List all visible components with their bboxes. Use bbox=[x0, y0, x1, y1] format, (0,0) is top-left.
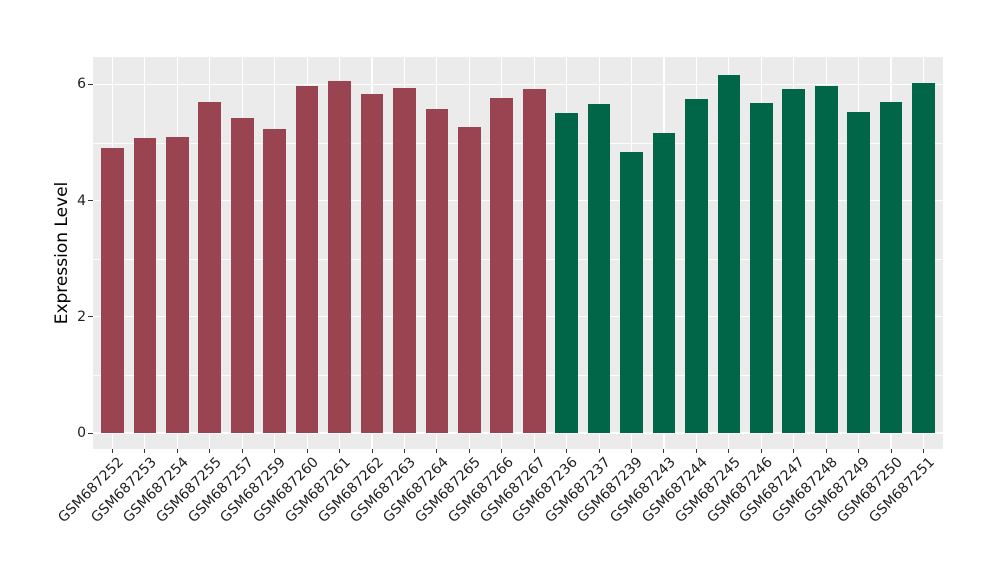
y-tick-label-0: 0 bbox=[77, 425, 86, 441]
bar-GSM687257 bbox=[230, 118, 254, 433]
y-tick-mark-0 bbox=[88, 432, 93, 434]
y-tick-label-4: 4 bbox=[77, 192, 86, 209]
bar-GSM687236 bbox=[555, 113, 578, 433]
gridline-major-y6 bbox=[93, 83, 943, 86]
gridline-minor-y5 bbox=[93, 142, 943, 144]
bar-GSM687251 bbox=[912, 83, 935, 433]
bar-GSM687255 bbox=[198, 102, 222, 433]
x-tick-mark-GSM687250 bbox=[890, 449, 892, 453]
x-tick-mark-GSM687239 bbox=[631, 449, 633, 453]
bar-GSM687237 bbox=[587, 103, 611, 433]
y-tick-label-2: 2 bbox=[77, 308, 86, 325]
x-tick-mark-GSM687243 bbox=[663, 449, 665, 453]
bar-GSM687266 bbox=[490, 98, 514, 433]
x-tick-mark-GSM687246 bbox=[760, 449, 762, 453]
x-tick-mark-GSM687249 bbox=[858, 449, 860, 453]
x-tick-mark-GSM687260 bbox=[306, 449, 308, 453]
bar-GSM687243 bbox=[652, 133, 676, 433]
x-tick-mark-GSM687237 bbox=[598, 449, 600, 453]
bar-GSM687259 bbox=[263, 129, 287, 433]
x-tick-mark-GSM687244 bbox=[695, 449, 697, 453]
x-tick-mark-GSM687257 bbox=[241, 449, 243, 453]
bar-GSM687252 bbox=[101, 148, 124, 433]
y-tick-mark-4 bbox=[88, 200, 93, 202]
x-tick-mark-GSM687266 bbox=[501, 449, 503, 453]
bar-GSM687246 bbox=[749, 102, 773, 433]
x-tick-mark-GSM687251 bbox=[923, 449, 925, 453]
plot-panel bbox=[93, 57, 943, 449]
gridline-minor-y1 bbox=[93, 374, 943, 376]
bar-GSM687244 bbox=[685, 98, 708, 433]
bar-GSM687248 bbox=[814, 86, 838, 433]
gridline-major-y2 bbox=[93, 316, 943, 318]
bar-GSM687253 bbox=[133, 138, 157, 433]
bar-GSM687260 bbox=[295, 86, 319, 433]
x-tick-mark-GSM687267 bbox=[533, 449, 535, 453]
x-tick-mark-GSM687254 bbox=[176, 449, 178, 453]
gridline-major-y0 bbox=[93, 432, 943, 434]
bar-GSM687245 bbox=[717, 75, 741, 433]
bar-GSM687249 bbox=[847, 112, 870, 433]
x-tick-mark-GSM687263 bbox=[403, 449, 405, 453]
bar-GSM687262 bbox=[360, 94, 384, 433]
bar-GSM687261 bbox=[328, 81, 351, 433]
bar-GSM687267 bbox=[522, 89, 546, 433]
gridline-major-y4 bbox=[93, 199, 943, 202]
bar-GSM687264 bbox=[425, 108, 449, 433]
x-tick-mark-GSM687259 bbox=[274, 449, 276, 453]
x-tick-mark-GSM687253 bbox=[144, 449, 146, 453]
bar-GSM687239 bbox=[620, 151, 643, 433]
x-tick-mark-GSM687245 bbox=[728, 449, 730, 453]
bar-GSM687265 bbox=[457, 126, 481, 433]
x-tick-mark-GSM687236 bbox=[566, 449, 568, 453]
x-tick-mark-GSM687248 bbox=[825, 449, 827, 453]
y-tick-mark-6 bbox=[88, 83, 93, 85]
x-tick-mark-GSM687247 bbox=[793, 449, 795, 453]
bar-GSM687254 bbox=[165, 136, 189, 433]
x-tick-mark-GSM687255 bbox=[209, 449, 211, 453]
x-tick-mark-GSM687262 bbox=[371, 449, 373, 453]
y-tick-label-6: 6 bbox=[77, 76, 86, 93]
bar-GSM687247 bbox=[782, 89, 806, 433]
bar-GSM687250 bbox=[879, 102, 903, 433]
bar-GSM687263 bbox=[393, 88, 416, 433]
x-tick-mark-GSM687264 bbox=[436, 449, 438, 453]
y-tick-mark-2 bbox=[88, 316, 93, 318]
x-tick-mark-GSM687265 bbox=[468, 449, 470, 453]
x-tick-mark-GSM687261 bbox=[339, 449, 341, 453]
x-tick-mark-GSM687252 bbox=[111, 449, 113, 453]
gridline-minor-y3 bbox=[93, 258, 943, 260]
